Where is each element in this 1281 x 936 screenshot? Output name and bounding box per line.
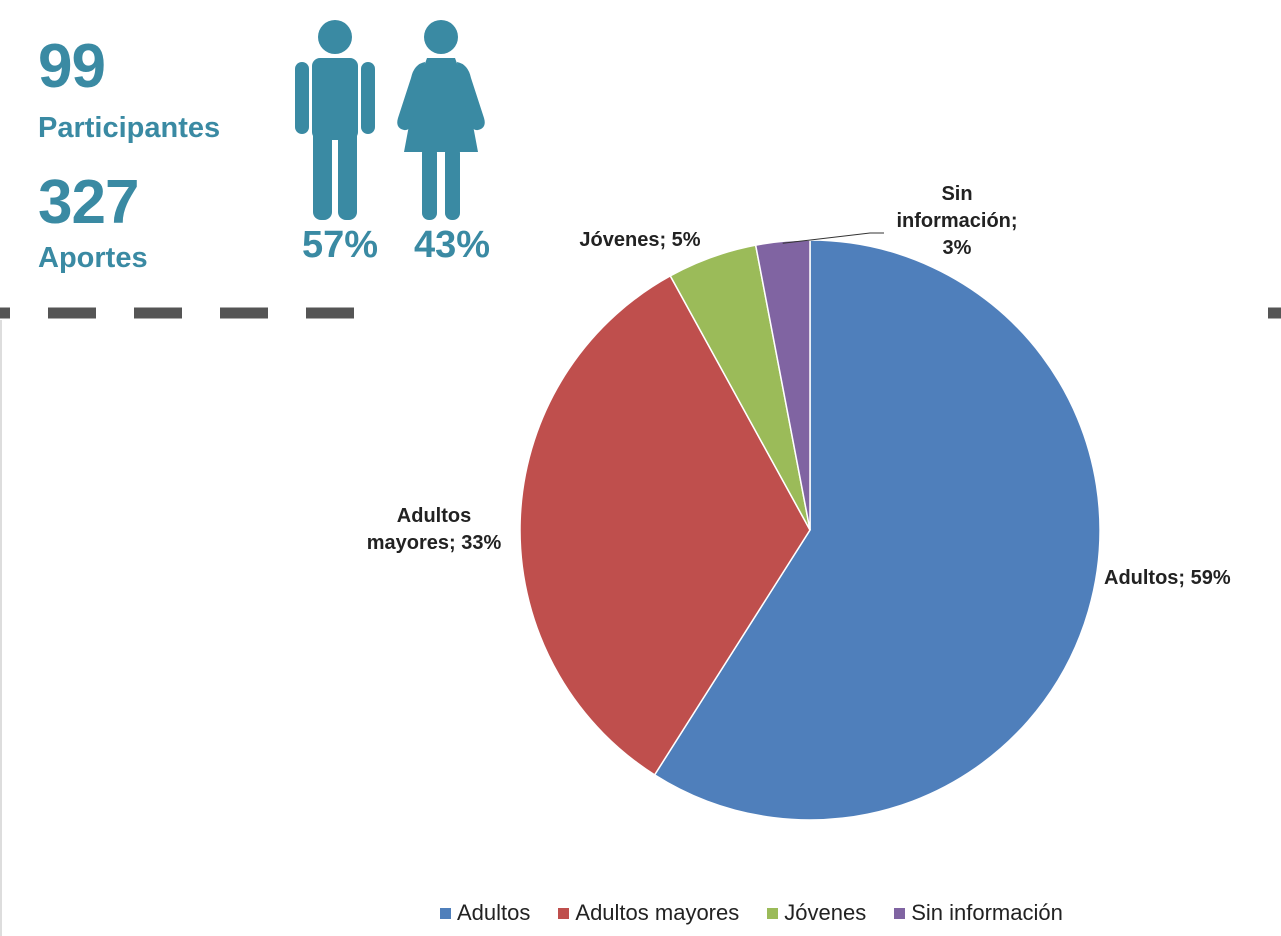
contributions-count: 327	[38, 168, 139, 237]
leader-line-sin-informacion	[782, 232, 884, 244]
chart-legend: Adultos Adultos mayores Jóvenes Sin informa…	[440, 898, 1063, 928]
data-label-adultos: Adultos; 59%	[1104, 567, 1231, 589]
participants-label: Participantes	[38, 112, 221, 144]
pie-data-labels: Adultos; 59% Adultos mayores; 33% Jóvenes; …	[367, 183, 1231, 589]
female-person-icon	[397, 20, 485, 220]
dashed-separator	[0, 307, 1281, 319]
female-percentage: 43%	[414, 224, 491, 266]
participants-count: 99	[38, 32, 106, 101]
pie-slice-adultos-mayores	[519, 274, 811, 776]
legend-swatch	[767, 907, 779, 919]
pie-slice-adultos	[653, 239, 1101, 821]
legend-item-adultos-mayores: Adultos mayores	[558, 900, 739, 926]
data-label-sin-informacion: Sin información; 3%	[896, 183, 1017, 259]
male-person-icon	[295, 20, 375, 220]
contributions-label: Aportes	[38, 242, 148, 274]
legend-item-adultos: Adultos	[440, 900, 530, 926]
legend-swatch	[440, 907, 451, 919]
legend-swatch	[894, 907, 906, 919]
left-frame-border	[0, 320, 2, 936]
male-percentage: 57%	[302, 224, 379, 266]
legend-item-sin-informacion: Sin información	[894, 900, 1063, 926]
legend-swatch	[558, 907, 570, 919]
data-label-adultos-mayores: Adultos mayores; 33%	[367, 505, 502, 554]
legend-item-jovenes: Jóvenes	[767, 900, 866, 926]
pie-slices	[519, 239, 1101, 821]
data-label-jovenes: Jóvenes; 5%	[579, 229, 700, 251]
legend-label: Sin información	[911, 900, 1063, 925]
pie-leader-lines	[782, 232, 884, 244]
legend-label: Jóvenes	[784, 900, 867, 925]
legend-label: Adultos	[457, 900, 531, 925]
legend-label: Adultos mayores	[575, 900, 740, 925]
